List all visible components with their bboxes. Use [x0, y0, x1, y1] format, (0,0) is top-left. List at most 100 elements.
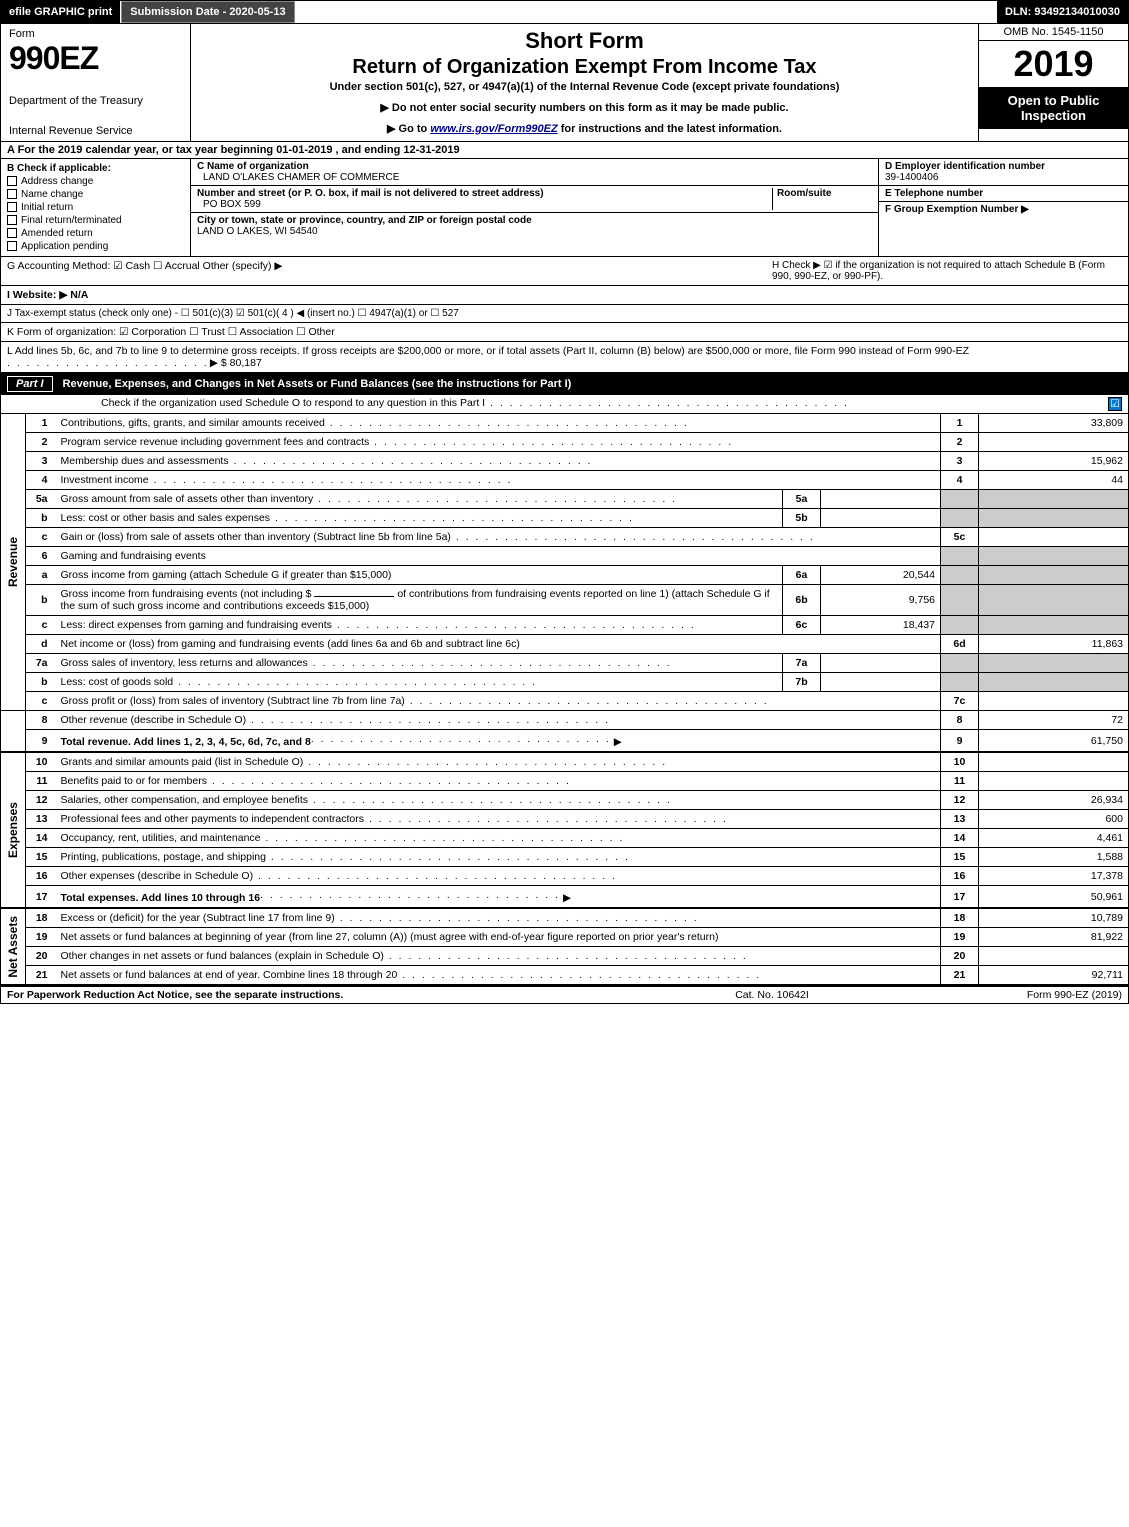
form-version: Form 990-EZ (2019)	[922, 989, 1122, 1001]
line-18-val: 10,789	[979, 908, 1129, 928]
line-21-val: 92,711	[979, 966, 1129, 985]
part-i-title: Revenue, Expenses, and Changes in Net As…	[63, 378, 572, 390]
street-row: Number and street (or P. O. box, if mail…	[191, 186, 878, 213]
line-18-num: 18	[26, 908, 56, 928]
form-number: 990EZ	[9, 40, 182, 77]
line-6d-val: 11,863	[979, 635, 1129, 654]
line-15-val: 1,588	[979, 848, 1129, 867]
line-13-val: 600	[979, 810, 1129, 829]
chk-initial-return[interactable]: Initial return	[7, 202, 184, 213]
line-11-num: 11	[26, 772, 56, 791]
line-5a-subval	[821, 490, 941, 509]
line-21-col: 21	[941, 966, 979, 985]
line-10-desc: Grants and similar amounts paid (list in…	[56, 752, 941, 772]
row-k-org-form: K Form of organization: ☑ Corporation ☐ …	[0, 323, 1129, 342]
line-19-col: 19	[941, 928, 979, 947]
header-left: Form 990EZ Department of the Treasury In…	[1, 24, 191, 141]
line-3-val: 15,962	[979, 452, 1129, 471]
line-6c-subnum: 6c	[783, 616, 821, 635]
line-7c-desc: Gross profit or (loss) from sales of inv…	[56, 692, 941, 711]
line-5a-subnum: 5a	[783, 490, 821, 509]
open-inspection: Open to Public Inspection	[979, 87, 1128, 129]
line-6b-subnum: 6b	[783, 585, 821, 616]
group-exemption-block: F Group Exemption Number ▶	[879, 202, 1128, 217]
line-5b-num: b	[26, 509, 56, 528]
line-3-num: 3	[26, 452, 56, 471]
line-7b-desc: Less: cost of goods sold	[56, 673, 783, 692]
gross-receipts-text: L Add lines 5b, 6c, and 7b to line 9 to …	[7, 345, 969, 357]
line-12-desc: Salaries, other compensation, and employ…	[56, 791, 941, 810]
chk-address-change[interactable]: Address change	[7, 176, 184, 187]
line-8-desc: Other revenue (describe in Schedule O)	[56, 711, 941, 730]
col-d-ein: D Employer identification number 39-1400…	[878, 159, 1128, 256]
line-17-val: 50,961	[979, 886, 1129, 909]
line-4-col: 4	[941, 471, 979, 490]
line-11-col: 11	[941, 772, 979, 791]
line-15-num: 15	[26, 848, 56, 867]
form-word: Form	[9, 28, 182, 40]
dept-irs: Internal Revenue Service	[9, 125, 182, 137]
side-revenue: Revenue	[1, 414, 26, 711]
line-6d-desc: Net income or (loss) from gaming and fun…	[56, 635, 941, 654]
line-10-num: 10	[26, 752, 56, 772]
line-7b-subval	[821, 673, 941, 692]
line-14-col: 14	[941, 829, 979, 848]
line-20-col: 20	[941, 947, 979, 966]
org-name-label: C Name of organization	[197, 161, 399, 172]
side-net-assets: Net Assets	[1, 908, 26, 985]
line-2-desc: Program service revenue including govern…	[56, 433, 941, 452]
line-14-num: 14	[26, 829, 56, 848]
street-value: PO BOX 599	[203, 199, 772, 210]
line-15-col: 15	[941, 848, 979, 867]
line-9-num: 9	[26, 730, 56, 753]
line-9-desc: Total revenue. Add lines 1, 2, 3, 4, 5c,…	[56, 730, 941, 753]
line-5c-desc: Gain or (loss) from sale of assets other…	[56, 528, 941, 547]
chk-final-return[interactable]: Final return/terminated	[7, 215, 184, 226]
row-l-gross-receipts: L Add lines 5b, 6c, and 7b to line 9 to …	[0, 342, 1129, 373]
line-6c-num: c	[26, 616, 56, 635]
efile-label[interactable]: efile GRAPHIC print	[1, 1, 121, 23]
line-7c-col: 7c	[941, 692, 979, 711]
irs-link[interactable]: www.irs.gov/Form990EZ	[430, 123, 557, 135]
row-i-website: I Website: ▶ N/A	[0, 286, 1129, 305]
line-7a-subval	[821, 654, 941, 673]
city-label: City or town, state or province, country…	[197, 215, 872, 226]
line-19-val: 81,922	[979, 928, 1129, 947]
row-g-accounting: G Accounting Method: ☑ Cash ☐ Accrual Ot…	[0, 257, 1129, 286]
line-10-col: 10	[941, 752, 979, 772]
col-b-title: B Check if applicable:	[7, 163, 184, 174]
line-16-desc: Other expenses (describe in Schedule O)	[56, 867, 941, 886]
dept-treasury: Department of the Treasury	[9, 95, 182, 107]
line-7a-subnum: 7a	[783, 654, 821, 673]
line-9-col: 9	[941, 730, 979, 753]
line-6c-desc: Less: direct expenses from gaming and fu…	[56, 616, 783, 635]
line-5c-col: 5c	[941, 528, 979, 547]
goto-pre: ▶ Go to	[387, 123, 430, 135]
line-6a-subval: 20,544	[821, 566, 941, 585]
city-row: City or town, state or province, country…	[191, 213, 878, 256]
chk-name-change[interactable]: Name change	[7, 189, 184, 200]
line-7a-num: 7a	[26, 654, 56, 673]
chk-amended-return[interactable]: Amended return	[7, 228, 184, 239]
line-7c-num: c	[26, 692, 56, 711]
line-7b-subnum: 7b	[783, 673, 821, 692]
subtitle: Under section 501(c), 527, or 4947(a)(1)…	[199, 81, 970, 93]
line-20-val	[979, 947, 1129, 966]
line-17-num: 17	[26, 886, 56, 909]
line-5b-desc: Less: cost or other basis and sales expe…	[56, 509, 783, 528]
org-name-value: LAND O'LAKES CHAMER OF COMMERCE	[203, 172, 399, 183]
group-exemption-label: F Group Exemption Number ▶	[885, 204, 1122, 215]
org-name-row: C Name of organization LAND O'LAKES CHAM…	[191, 159, 878, 186]
part-i-checkbox[interactable]: ☑	[1108, 397, 1122, 411]
line-17-desc: Total expenses. Add lines 10 through 16 …	[56, 886, 941, 909]
line-6b-num: b	[26, 585, 56, 616]
chk-application-pending[interactable]: Application pending	[7, 241, 184, 252]
city-value: LAND O LAKES, WI 54540	[197, 226, 872, 237]
line-8-num: 8	[26, 711, 56, 730]
line-12-col: 12	[941, 791, 979, 810]
main-title: Return of Organization Exempt From Incom…	[199, 56, 970, 79]
line-5a-shade2	[979, 490, 1129, 509]
line-2-col: 2	[941, 433, 979, 452]
line-4-num: 4	[26, 471, 56, 490]
ssn-warning: ▶ Do not enter social security numbers o…	[199, 101, 970, 114]
